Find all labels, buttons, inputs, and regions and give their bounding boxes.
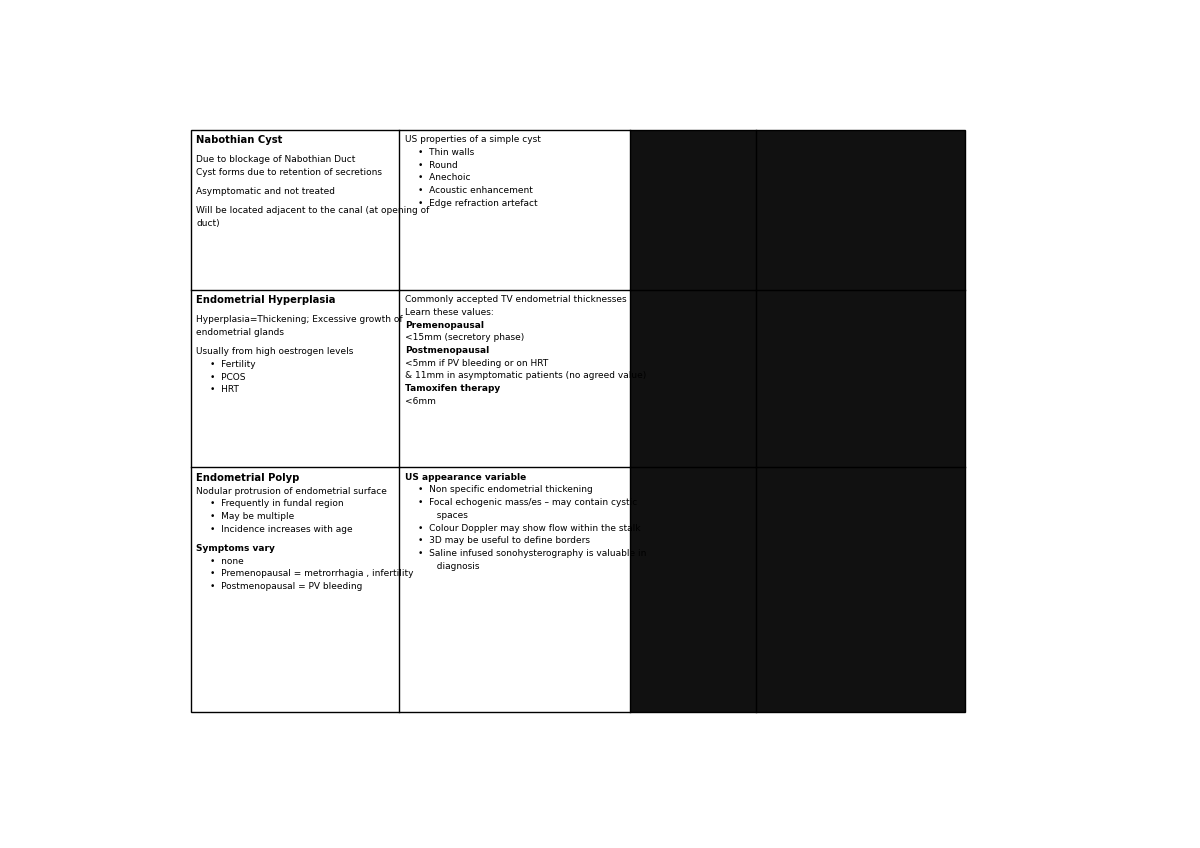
Text: Endometrial Hyperplasia: Endometrial Hyperplasia bbox=[197, 295, 336, 305]
Text: •  Thin walls: • Thin walls bbox=[418, 148, 474, 157]
Text: <15mm (secretory phase): <15mm (secretory phase) bbox=[404, 333, 524, 343]
Text: duct): duct) bbox=[197, 219, 220, 228]
Text: •  Saline infused sonohysterography is valuable in: • Saline infused sonohysterography is va… bbox=[418, 549, 647, 558]
Text: Symptoms vary: Symptoms vary bbox=[197, 544, 275, 553]
Text: •  Postmenopausal = PV bleeding: • Postmenopausal = PV bleeding bbox=[210, 582, 362, 591]
Text: •  HRT: • HRT bbox=[210, 386, 239, 394]
Bar bbox=[191, 130, 965, 712]
Text: Will be located adjacent to the canal (at opening of: Will be located adjacent to the canal (a… bbox=[197, 206, 430, 215]
Text: Endometrial Polyp: Endometrial Polyp bbox=[197, 472, 300, 483]
Text: •  Incidence increases with age: • Incidence increases with age bbox=[210, 525, 352, 534]
Bar bbox=[630, 130, 756, 290]
Text: •  3D may be useful to define borders: • 3D may be useful to define borders bbox=[418, 536, 590, 545]
Text: Hyperplasia=Thickening; Excessive growth of: Hyperplasia=Thickening; Excessive growth… bbox=[197, 315, 403, 325]
Text: Premenopausal: Premenopausal bbox=[404, 321, 484, 330]
Text: •  May be multiple: • May be multiple bbox=[210, 512, 294, 522]
Text: Cyst forms due to retention of secretions: Cyst forms due to retention of secretion… bbox=[197, 168, 383, 177]
Text: Learn these values:: Learn these values: bbox=[404, 308, 493, 317]
Bar bbox=[630, 290, 756, 467]
Text: •  Round: • Round bbox=[418, 160, 457, 170]
Text: <6mm: <6mm bbox=[404, 397, 436, 406]
Text: Tamoxifen therapy: Tamoxifen therapy bbox=[404, 384, 500, 393]
Text: diagnosis: diagnosis bbox=[431, 561, 479, 571]
Text: •  Frequently in fundal region: • Frequently in fundal region bbox=[210, 499, 343, 509]
Text: US appearance variable: US appearance variable bbox=[404, 472, 526, 482]
Text: spaces: spaces bbox=[431, 510, 468, 520]
Text: <5mm if PV bleeding or on HRT: <5mm if PV bleeding or on HRT bbox=[404, 359, 548, 368]
Text: Commonly accepted TV endometrial thicknesses: Commonly accepted TV endometrial thickne… bbox=[404, 295, 626, 304]
Text: •  none: • none bbox=[210, 556, 244, 566]
Text: •  Non specific endometrial thickening: • Non specific endometrial thickening bbox=[418, 485, 593, 494]
Text: •  Colour Doppler may show flow within the stalk: • Colour Doppler may show flow within th… bbox=[418, 523, 641, 533]
Text: •  Anechoic: • Anechoic bbox=[418, 173, 470, 182]
Text: & 11mm in asymptomatic patients (no agreed value): & 11mm in asymptomatic patients (no agre… bbox=[404, 371, 646, 381]
Text: US properties of a simple cyst: US properties of a simple cyst bbox=[404, 135, 541, 144]
Text: •  Fertility: • Fertility bbox=[210, 360, 256, 369]
Text: endometrial glands: endometrial glands bbox=[197, 328, 284, 338]
Text: Nodular protrusion of endometrial surface: Nodular protrusion of endometrial surfac… bbox=[197, 487, 388, 495]
Text: Usually from high oestrogen levels: Usually from high oestrogen levels bbox=[197, 347, 354, 356]
Text: •  Premenopausal = metrorrhagia , infertility: • Premenopausal = metrorrhagia , inferti… bbox=[210, 569, 413, 578]
Bar bbox=[756, 467, 965, 712]
Text: Postmenopausal: Postmenopausal bbox=[404, 346, 490, 355]
Text: Asymptomatic and not treated: Asymptomatic and not treated bbox=[197, 187, 336, 196]
Text: •  PCOS: • PCOS bbox=[210, 373, 245, 382]
Bar bbox=[756, 290, 965, 467]
Text: •  Focal echogenic mass/es – may contain cystic: • Focal echogenic mass/es – may contain … bbox=[418, 498, 637, 507]
Text: •  Acoustic enhancement: • Acoustic enhancement bbox=[418, 186, 533, 195]
Bar bbox=[630, 467, 756, 712]
Text: Due to blockage of Nabothian Duct: Due to blockage of Nabothian Duct bbox=[197, 155, 356, 165]
Text: •  Edge refraction artefact: • Edge refraction artefact bbox=[418, 198, 538, 208]
Text: Nabothian Cyst: Nabothian Cyst bbox=[197, 135, 283, 145]
Bar bbox=[756, 130, 965, 290]
